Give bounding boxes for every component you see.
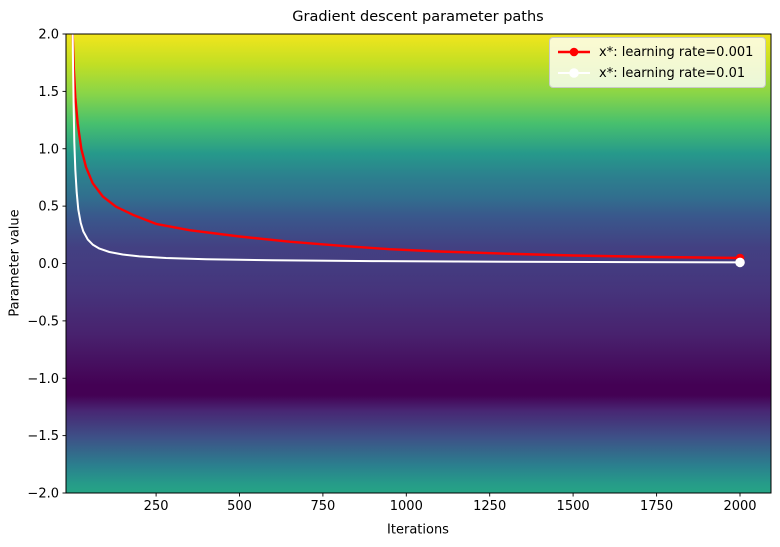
y-tick-label: 1.0 [38, 142, 59, 157]
legend-item: x*: learning rate=0.01 [557, 64, 758, 83]
legend-label: x*: learning rate=0.001 [599, 44, 754, 60]
series-end-marker-lr-001 [735, 257, 745, 268]
legend-label: x*: learning rate=0.01 [599, 65, 746, 81]
plot-background-loss-landscape [66, 34, 771, 493]
legend-line-marker-icon [558, 47, 590, 57]
legend: x*: learning rate=0.001 x*: learning rat… [549, 37, 766, 88]
y-tick-label: −0.5 [27, 314, 59, 329]
legend-item: x*: learning rate=0.001 [557, 43, 758, 62]
x-tick-label: 1750 [640, 499, 673, 514]
y-tick-label: −1.5 [27, 429, 59, 444]
x-tick-label: 2000 [723, 499, 756, 514]
x-tick-label: 1250 [473, 499, 506, 514]
x-tick-label: 500 [227, 499, 252, 514]
legend-line-marker-icon [558, 68, 590, 78]
x-tick-label: 250 [144, 499, 169, 514]
y-tick-label: −2.0 [27, 487, 59, 502]
x-tick-label: 1500 [557, 499, 590, 514]
y-tick-label: 0.5 [38, 200, 59, 215]
y-axis-label: Parameter value [7, 209, 23, 317]
chart-title: Gradient descent parameter paths [292, 9, 544, 25]
y-tick-label: −1.0 [27, 372, 59, 387]
x-tick-label: 750 [310, 499, 335, 514]
series-line-lr-0001 [71, 34, 742, 260]
axes-spines [65, 33, 772, 494]
x-axis-label: Iterations [387, 522, 449, 538]
y-tick-label: 2.0 [38, 28, 59, 43]
x-tick-label: 1000 [390, 499, 423, 514]
series-line-lr-001 [71, 34, 741, 264]
y-tick-label: 1.5 [38, 85, 59, 100]
y-tick-label: 0.0 [38, 257, 59, 272]
